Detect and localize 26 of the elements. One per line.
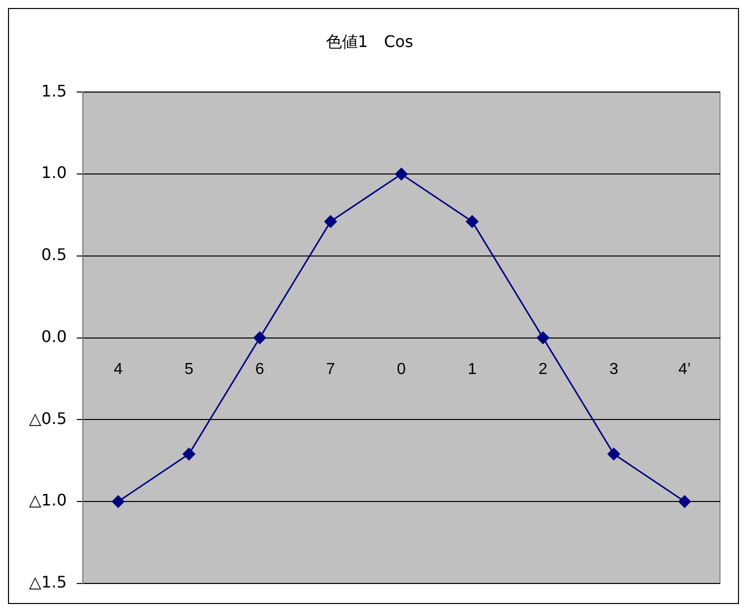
y-tick-label: 1.0 xyxy=(41,163,67,182)
chart-title: 色値1 Cos xyxy=(326,32,414,51)
point xyxy=(678,495,691,508)
y-tick-label: 0.5 xyxy=(41,245,67,264)
point xyxy=(466,215,478,228)
x-tick-label: 2 xyxy=(538,360,548,378)
y-tick-label: △1.0 xyxy=(29,490,67,510)
point xyxy=(608,448,620,460)
point xyxy=(395,168,408,180)
y-tick-label: △0.5 xyxy=(29,408,67,428)
x-tick-label: 1 xyxy=(468,360,477,378)
x-tick-label: 3 xyxy=(609,360,618,378)
y-tick-label: 1.5 xyxy=(41,81,67,100)
x-tick-label: 4 xyxy=(114,360,123,378)
point xyxy=(112,495,124,508)
point xyxy=(536,332,550,344)
point xyxy=(254,332,266,344)
x-tick-label: 6 xyxy=(255,360,264,378)
x-tick-label: 0 xyxy=(396,360,406,378)
y-tick-label: △1.5 xyxy=(29,572,67,592)
point xyxy=(324,215,337,228)
point xyxy=(182,448,196,460)
x-tick-label: 4’ xyxy=(678,360,691,378)
x-tick-label: 5 xyxy=(184,360,194,378)
x-tick-label: 7 xyxy=(326,360,336,378)
y-tick-label: 0.0 xyxy=(41,326,67,346)
